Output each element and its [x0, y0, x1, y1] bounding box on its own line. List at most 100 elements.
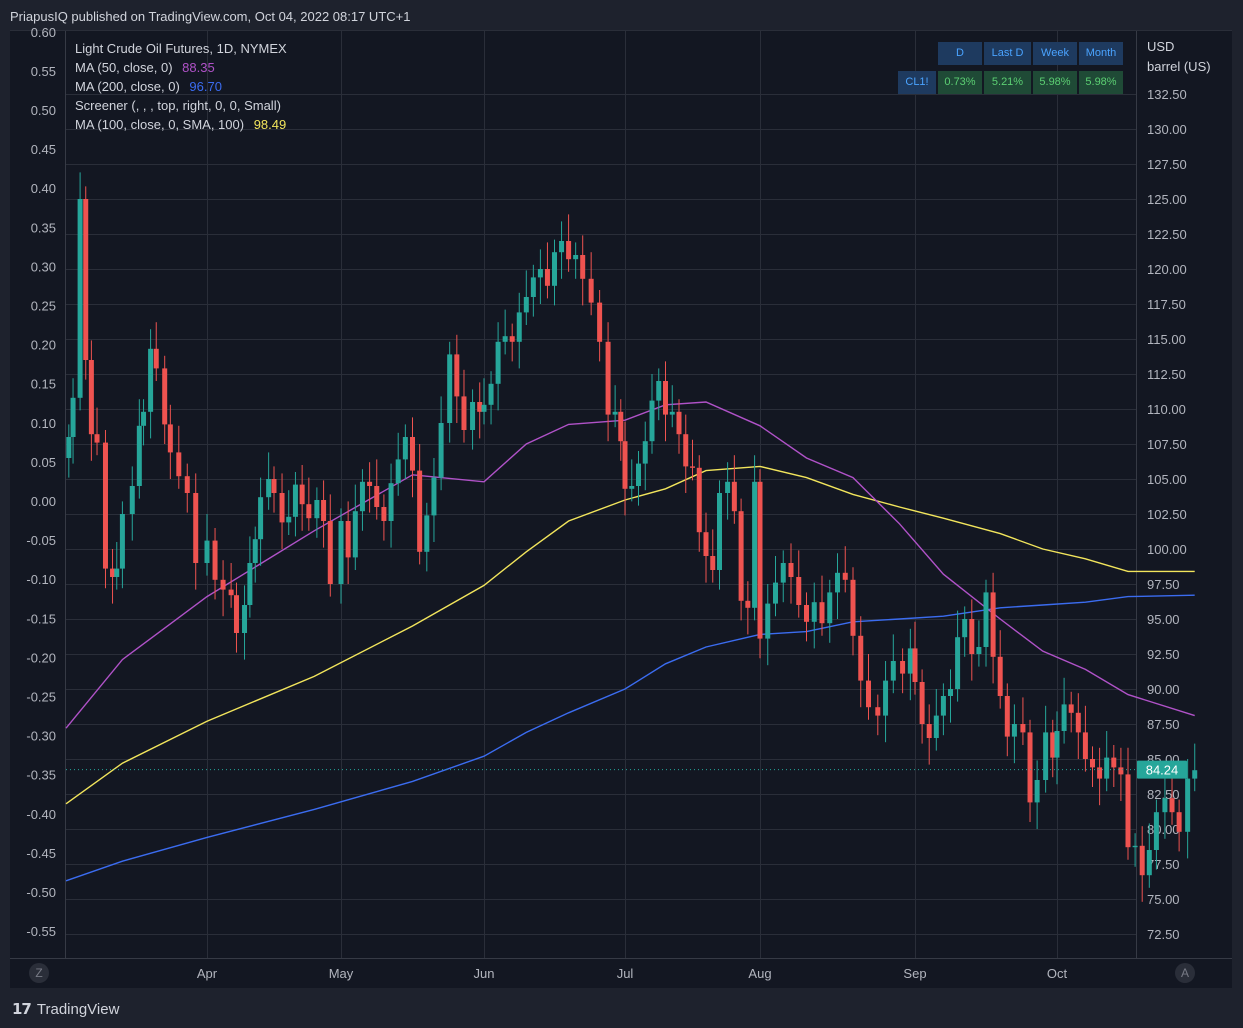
- candle: [804, 592, 809, 642]
- left-axis-tick-label: -0.05: [26, 533, 56, 548]
- candle-body: [1097, 767, 1103, 779]
- candle: [233, 582, 239, 653]
- candle: [757, 469, 763, 659]
- candle: [1146, 823, 1152, 888]
- scale-z-button[interactable]: Z: [29, 963, 49, 983]
- candle-body: [345, 521, 351, 558]
- time-axis-label: Jun: [474, 966, 495, 981]
- candle-body: [1061, 704, 1067, 731]
- candle: [141, 399, 147, 446]
- candle: [588, 252, 594, 316]
- candle-body: [1068, 704, 1074, 713]
- candle-body: [710, 556, 716, 570]
- candle: [338, 508, 344, 604]
- candle: [752, 455, 758, 621]
- candle-body: [1004, 696, 1010, 737]
- candle-body: [141, 411, 147, 426]
- candle: [890, 634, 896, 694]
- candle: [1090, 746, 1095, 787]
- candle: [788, 543, 794, 604]
- candle: [83, 186, 89, 380]
- candle: [1111, 745, 1117, 787]
- legend-ma100: MA (100, close, 0, SMA, 100) 98.49: [75, 115, 287, 134]
- candle-body: [663, 381, 668, 415]
- candle-body: [381, 507, 387, 521]
- candle-body: [819, 602, 825, 624]
- left-axis-tick-label: -0.30: [26, 729, 56, 744]
- left-axis-tick-label: 0.40: [31, 181, 56, 196]
- candle: [858, 616, 864, 708]
- candle-body: [247, 563, 253, 605]
- right-axis-tick-label: 92.50: [1147, 647, 1180, 662]
- candle-body: [114, 568, 120, 577]
- candle: [220, 560, 226, 617]
- candle: [796, 550, 802, 618]
- candle-body: [642, 441, 648, 464]
- left-axis-tick-label: -0.40: [26, 807, 56, 822]
- candle-body: [696, 467, 702, 533]
- candle-body: [622, 441, 628, 489]
- candle: [306, 477, 312, 531]
- candle: [102, 430, 108, 589]
- candle: [544, 242, 550, 299]
- candle-body: [676, 411, 682, 435]
- candle-body: [948, 689, 953, 696]
- right-axis-tick-label: 105.00: [1147, 472, 1187, 487]
- candle-body: [907, 648, 913, 674]
- candle: [1011, 704, 1017, 764]
- candle: [731, 455, 737, 524]
- legend-screener: Screener (, , , top, right, 0, 0, Small): [75, 98, 281, 113]
- candle-body: [279, 493, 285, 523]
- candle-body: [780, 563, 786, 583]
- candle-body: [537, 269, 543, 278]
- candle-body: [866, 680, 871, 708]
- left-axis-tick-label: 0.20: [31, 338, 56, 353]
- candle-body: [933, 715, 939, 738]
- candle-body: [402, 437, 408, 460]
- candle: [725, 462, 731, 520]
- candle: [402, 424, 408, 479]
- candle-body: [530, 277, 536, 297]
- left-axis-tick-label: -0.25: [26, 690, 56, 705]
- scale-auto-button[interactable]: A: [1175, 963, 1195, 983]
- candle-body: [1043, 732, 1049, 780]
- candles: [66, 172, 1198, 902]
- candle-body: [314, 500, 320, 519]
- candle: [242, 585, 248, 660]
- screener-symbol: CL1!: [898, 71, 936, 94]
- candle-body: [424, 515, 430, 552]
- candle: [292, 472, 298, 537]
- candle: [1043, 705, 1049, 793]
- candle: [252, 526, 258, 583]
- candle: [1075, 693, 1081, 759]
- candle-body: [597, 302, 603, 342]
- candle-body: [1139, 845, 1145, 876]
- candle-body: [258, 497, 264, 540]
- candle: [969, 599, 975, 681]
- ma200-label: MA (200, close, 0): [75, 79, 180, 94]
- candle: [819, 575, 825, 636]
- candle-body: [70, 397, 76, 437]
- ma100-value: 98.49: [253, 117, 287, 132]
- left-axis-tick-label: -0.55: [26, 924, 56, 939]
- candle-body: [136, 425, 142, 486]
- candle: [1054, 711, 1060, 785]
- candle-body: [286, 516, 292, 523]
- candle-body: [559, 241, 565, 253]
- grid-lines: [66, 31, 1136, 958]
- tradingview-logo[interactable]: 17 TradingView: [12, 1000, 119, 1018]
- candle: [119, 501, 125, 589]
- candle-body: [629, 486, 635, 489]
- screener-value-month: 5.98%: [1079, 71, 1123, 94]
- candle: [933, 689, 939, 751]
- candle: [926, 704, 932, 765]
- candle: [167, 404, 173, 479]
- candle: [738, 498, 744, 621]
- candle-body: [306, 504, 312, 519]
- candle-body: [827, 592, 833, 624]
- candle: [835, 553, 840, 619]
- candle-body: [745, 600, 751, 608]
- left-axis-tick-label: 0.10: [31, 416, 56, 431]
- left-axis-tick-label: 0.55: [31, 64, 56, 79]
